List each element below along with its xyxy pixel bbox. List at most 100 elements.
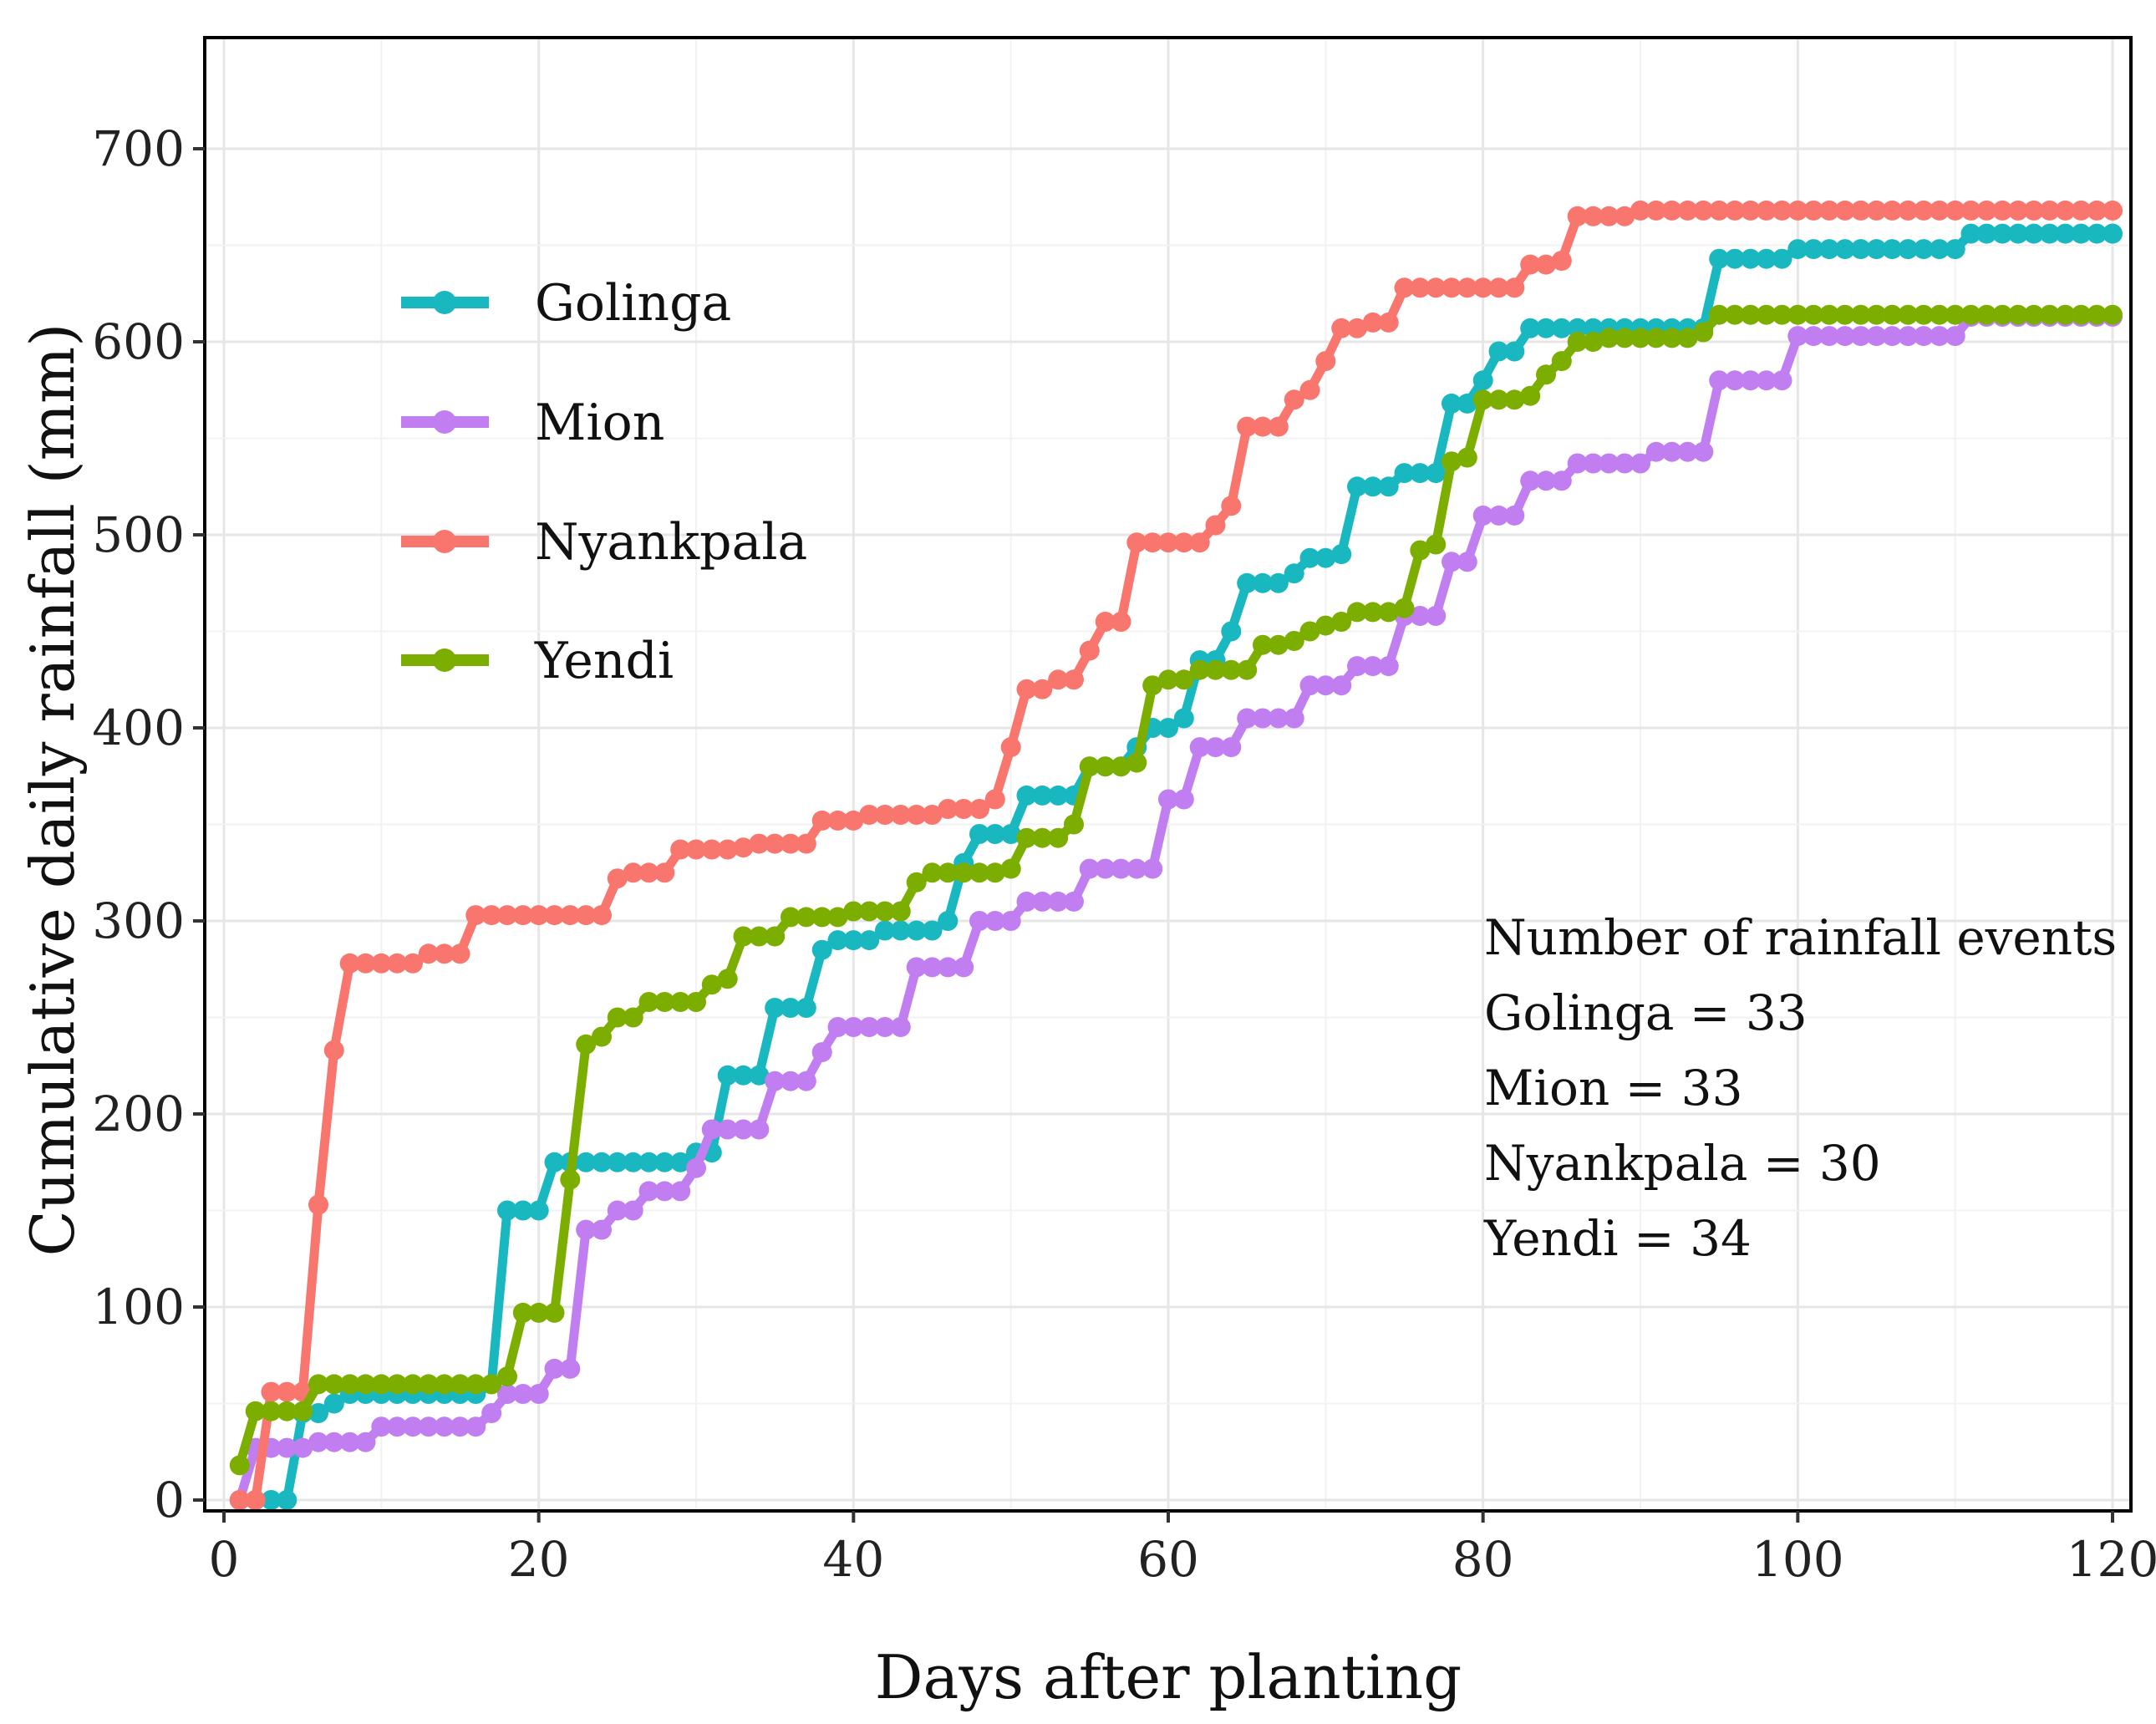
point-nyankpala — [1378, 312, 1399, 333]
point-golinga — [1819, 239, 1839, 260]
point-yendi — [576, 1034, 597, 1055]
point-nyankpala — [387, 953, 408, 974]
point-nyankpala — [984, 789, 1005, 810]
point-yendi — [1347, 602, 1367, 623]
point-golinga — [1976, 223, 1997, 244]
point-golinga — [1410, 463, 1431, 484]
point-nyankpala — [1866, 200, 1887, 221]
point-yendi — [1850, 304, 1871, 325]
point-nyankpala — [418, 943, 439, 964]
point-mion — [1032, 891, 1053, 912]
point-nyankpala — [229, 1490, 250, 1510]
point-golinga — [875, 920, 895, 941]
point-yendi — [450, 1374, 470, 1395]
point-golinga — [717, 1065, 738, 1086]
point-yendi — [1819, 304, 1839, 325]
point-nyankpala — [544, 905, 565, 926]
point-yendi — [1032, 827, 1053, 848]
legend-marker-nyankpala — [433, 530, 456, 553]
point-mion — [1410, 606, 1431, 626]
point-golinga — [749, 1065, 770, 1086]
legend-marker-yendi — [433, 648, 456, 672]
point-yendi — [1064, 814, 1084, 835]
point-golinga — [1866, 239, 1887, 260]
point-golinga — [827, 930, 848, 951]
point-yendi — [2023, 304, 2044, 325]
point-yendi — [544, 1302, 565, 1323]
point-yendi — [1866, 304, 1887, 325]
legend-marker-mion — [433, 410, 456, 434]
point-mion — [1142, 858, 1163, 879]
point-nyankpala — [717, 839, 738, 860]
point-nyankpala — [576, 905, 597, 926]
point-golinga — [859, 930, 880, 951]
point-yendi — [465, 1374, 486, 1395]
point-mion — [323, 1432, 344, 1452]
point-yendi — [528, 1302, 549, 1323]
point-yendi — [1929, 304, 1950, 325]
point-nyankpala — [1253, 416, 1273, 437]
point-nyankpala — [1457, 277, 1477, 298]
point-nyankpala — [1237, 416, 1258, 437]
point-mion — [1945, 326, 1965, 347]
point-yendi — [875, 901, 895, 922]
point-golinga — [607, 1152, 628, 1172]
point-golinga — [1520, 318, 1541, 338]
point-nyankpala — [1677, 200, 1698, 221]
point-yendi — [623, 1007, 643, 1028]
point-nyankpala — [922, 805, 943, 825]
point-mion — [1016, 891, 1037, 912]
point-golinga — [654, 1152, 675, 1172]
point-yendi — [308, 1374, 328, 1395]
point-golinga — [497, 1200, 517, 1221]
point-golinga — [1158, 718, 1178, 738]
point-golinga — [1551, 318, 1572, 338]
point-nyankpala — [1362, 312, 1383, 333]
point-yendi — [1048, 827, 1069, 848]
point-mion — [1693, 441, 1714, 462]
point-yendi — [560, 1169, 581, 1190]
point-yendi — [686, 992, 706, 1012]
legend-item-golinga: Golinga — [401, 274, 731, 333]
point-nyankpala — [1331, 318, 1352, 338]
point-yendi — [1614, 328, 1635, 348]
point-mion — [906, 957, 927, 978]
point-golinga — [811, 939, 832, 960]
point-nyankpala — [1834, 200, 1855, 221]
point-yendi — [1126, 752, 1147, 773]
point-mion — [1378, 656, 1399, 677]
point-golinga — [2023, 223, 2044, 244]
point-yendi — [1567, 332, 1588, 352]
point-yendi — [1253, 634, 1273, 655]
point-yendi — [434, 1374, 455, 1395]
point-mion — [969, 911, 989, 931]
point-golinga — [1284, 563, 1304, 584]
point-golinga — [1000, 824, 1021, 844]
point-yendi — [654, 992, 675, 1012]
point-mion — [497, 1384, 517, 1404]
point-golinga — [1803, 239, 1824, 260]
point-nyankpala — [434, 943, 455, 964]
point-mion — [387, 1416, 408, 1437]
point-yendi — [387, 1374, 408, 1395]
point-mion — [544, 1358, 565, 1379]
point-nyankpala — [2023, 200, 2044, 221]
point-mion — [623, 1200, 643, 1221]
point-yendi — [843, 901, 864, 922]
point-mion — [654, 1181, 675, 1202]
point-mion — [355, 1432, 376, 1452]
point-nyankpala — [339, 953, 360, 974]
point-yendi — [1583, 332, 1604, 352]
point-yendi — [796, 907, 816, 928]
point-golinga — [733, 1065, 754, 1086]
point-golinga — [592, 1152, 612, 1172]
y-tick-label: 300 — [92, 893, 185, 949]
point-nyankpala — [371, 953, 392, 974]
point-nyankpala — [1189, 532, 1210, 553]
point-mion — [686, 1157, 706, 1178]
point-golinga — [544, 1152, 565, 1172]
point-yendi — [1331, 612, 1352, 632]
x-tick-label: 40 — [822, 1531, 884, 1588]
point-mion — [1866, 326, 1887, 347]
point-golinga — [969, 824, 989, 844]
